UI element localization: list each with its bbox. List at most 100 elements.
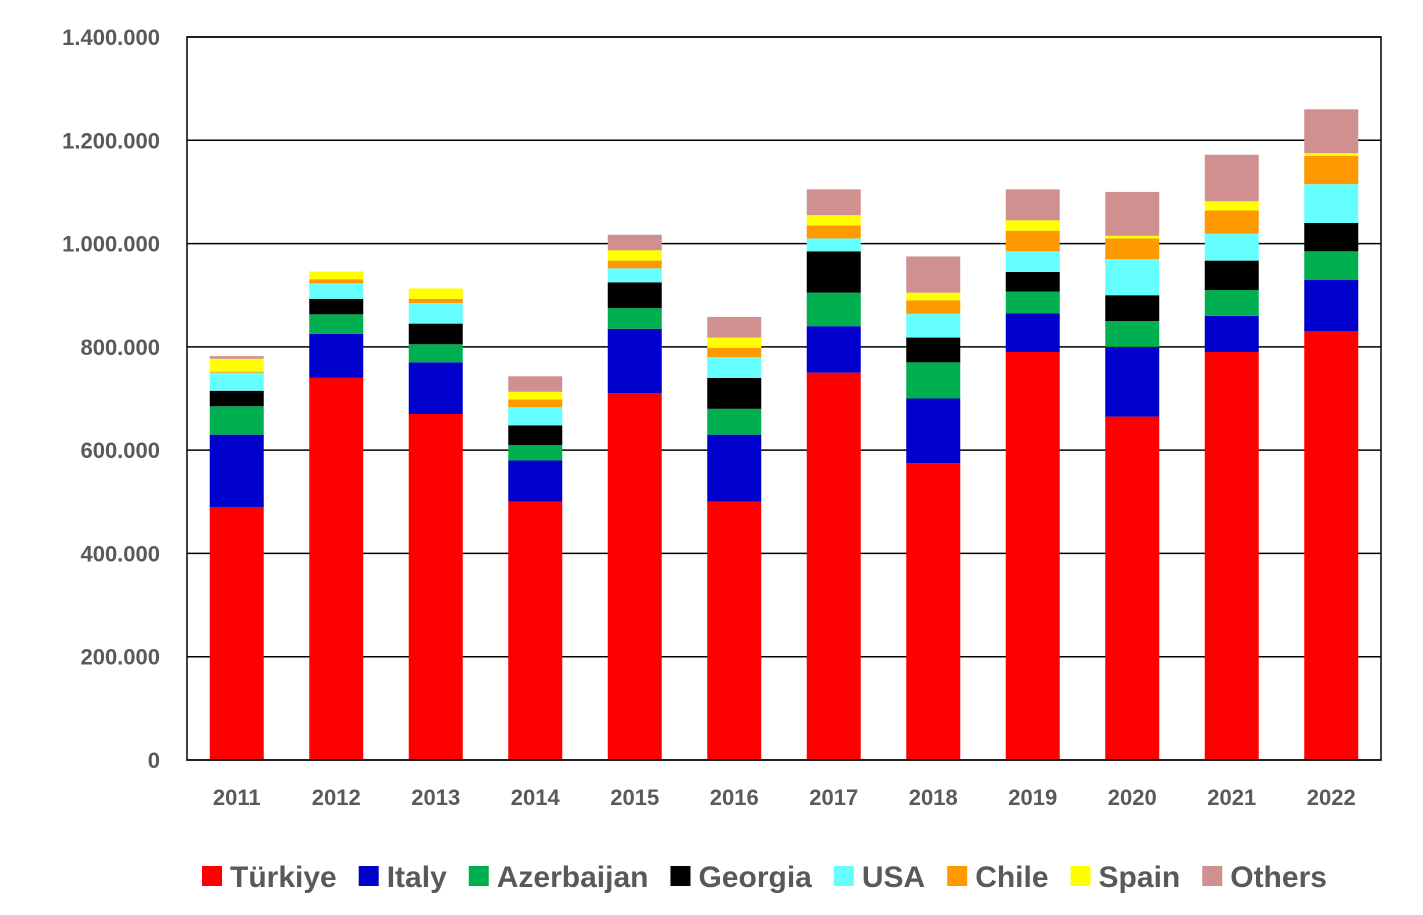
- x-tick-label: 2013: [411, 785, 460, 810]
- x-tick-label: 2011: [213, 785, 261, 810]
- bar-segment-italy-2017: [806, 326, 861, 373]
- bar-segment-usa-2014: [508, 407, 563, 426]
- bar-segment-georgia-2011: [209, 390, 264, 407]
- bar-segment-spain-2017: [806, 215, 861, 226]
- bar-segment-usa-2016: [707, 357, 762, 378]
- bar-segment-italy-2018: [906, 398, 961, 464]
- bar-segment-italy-2022: [1304, 279, 1359, 332]
- bar-segment-italy-2011: [209, 434, 264, 507]
- bar-segment-georgia-2017: [806, 251, 861, 293]
- bar-segment-chile-2018: [906, 300, 961, 314]
- bar-segment-chile-2012: [309, 279, 364, 284]
- legend-label-georgia: Georgia: [698, 861, 812, 894]
- plot-frame: [186, 36, 1382, 761]
- bar-segment-chile-2016: [707, 347, 762, 358]
- bar-segment-spain-2014: [508, 391, 563, 400]
- bar-segment-others-2021: [1204, 154, 1259, 202]
- x-tick-label: 2020: [1108, 785, 1157, 810]
- bar-segment-azerbaijan-2020: [1105, 321, 1160, 347]
- bar-segment-türkiye-2013: [408, 413, 463, 760]
- bar-segment-italy-2021: [1204, 315, 1259, 353]
- x-tick-label: 2012: [312, 785, 361, 810]
- legend-label-spain: Spain: [1099, 861, 1181, 894]
- y-tick-label: 800.000: [80, 335, 160, 360]
- bar-segment-others-2015: [607, 234, 662, 251]
- bar-segment-others-2018: [906, 256, 961, 293]
- x-tick-label: 2017: [809, 785, 858, 810]
- bar-segment-spain-2015: [607, 250, 662, 261]
- bar-segment-türkiye-2019: [1005, 352, 1060, 760]
- bar-segment-usa-2013: [408, 302, 463, 324]
- bar-segment-italy-2015: [607, 328, 662, 394]
- legend-label-usa: USA: [862, 861, 925, 894]
- bar-segment-azerbaijan-2019: [1005, 291, 1060, 314]
- x-tick-label: 2018: [909, 785, 958, 810]
- bar-segment-spain-2020: [1105, 235, 1160, 239]
- bar-segment-georgia-2012: [309, 298, 364, 315]
- bar-segment-others-2011: [209, 356, 264, 359]
- bar-segment-georgia-2022: [1304, 222, 1359, 252]
- bar-segment-azerbaijan-2014: [508, 444, 563, 461]
- bar-segment-chile-2011: [209, 371, 264, 373]
- bar-segment-usa-2015: [607, 268, 662, 283]
- bar-segment-usa-2017: [806, 238, 861, 252]
- x-tick-label: 2021: [1207, 785, 1256, 810]
- bar-segment-chile-2013: [408, 298, 463, 303]
- bar-segment-georgia-2020: [1105, 295, 1160, 322]
- bar-segment-georgia-2016: [707, 377, 762, 409]
- bar-segment-usa-2011: [209, 372, 264, 391]
- legend-swatch-usa: [833, 866, 854, 886]
- bar-segment-spain-2021: [1204, 201, 1259, 211]
- bar-segment-türkiye-2022: [1304, 331, 1359, 760]
- bar-segment-others-2017: [806, 189, 861, 216]
- bar-segment-spain-2019: [1005, 220, 1060, 231]
- bar-segment-usa-2012: [309, 283, 364, 299]
- legend-swatch-spain: [1070, 866, 1091, 886]
- legend-label-italy: Italy: [387, 861, 447, 894]
- bar-segment-usa-2022: [1304, 184, 1359, 223]
- legend-label-others: Others: [1230, 861, 1327, 894]
- bar-segment-azerbaijan-2018: [906, 362, 961, 399]
- bar-segment-others-2019: [1005, 189, 1060, 221]
- y-tick-label: 1.400.000: [62, 25, 160, 50]
- bar-segment-usa-2021: [1204, 233, 1259, 261]
- legend-swatch-georgia: [670, 866, 691, 886]
- bar-segment-italy-2020: [1105, 346, 1160, 417]
- bar-segment-others-2016: [707, 316, 762, 338]
- x-tick-label: 2016: [710, 785, 759, 810]
- y-tick-label: 1.000.000: [62, 232, 160, 257]
- bar-segment-azerbaijan-2022: [1304, 251, 1359, 280]
- bar-segment-azerbaijan-2016: [707, 408, 762, 435]
- bar-segment-azerbaijan-2011: [209, 406, 264, 435]
- bar-segment-chile-2019: [1005, 230, 1060, 252]
- x-tick-label: 2015: [610, 785, 659, 810]
- x-tick-label: 2014: [511, 785, 561, 810]
- bar-segment-türkiye-2017: [806, 372, 861, 760]
- bar-segment-azerbaijan-2012: [309, 314, 364, 334]
- bar-segment-spain-2013: [408, 288, 463, 299]
- legend-swatch-türkiye: [202, 866, 222, 886]
- y-tick-label: 0: [148, 748, 160, 773]
- bar-segment-türkiye-2011: [209, 506, 264, 760]
- legend-swatch-others: [1202, 866, 1223, 886]
- legend-swatch-azerbaijan: [468, 866, 489, 886]
- bar-segment-others-2014: [508, 376, 563, 392]
- legend-label-azerbaijan: Azerbaijan: [497, 861, 649, 894]
- bar-segment-usa-2019: [1005, 251, 1060, 272]
- legend: Türkiye Italy Azerbaijan Georgia USA Chile Spa…: [202, 861, 1327, 894]
- y-tick-label: 200.000: [80, 645, 160, 670]
- bar-segment-chile-2021: [1204, 210, 1259, 234]
- x-tick-label: 2019: [1008, 785, 1057, 810]
- bar-segment-georgia-2019: [1005, 271, 1060, 292]
- bar-segment-spain-2016: [707, 337, 762, 348]
- bar-segment-georgia-2014: [508, 425, 563, 445]
- y-tick-label: 400.000: [80, 541, 160, 566]
- bar-segment-georgia-2021: [1204, 260, 1259, 291]
- bar-segment-türkiye-2012: [309, 377, 364, 760]
- bar-segment-türkiye-2020: [1105, 416, 1160, 760]
- bar-segment-spain-2018: [906, 292, 961, 301]
- bar-segment-chile-2022: [1304, 155, 1359, 185]
- bar-segment-italy-2012: [309, 333, 364, 378]
- bar-segment-italy-2016: [707, 434, 762, 502]
